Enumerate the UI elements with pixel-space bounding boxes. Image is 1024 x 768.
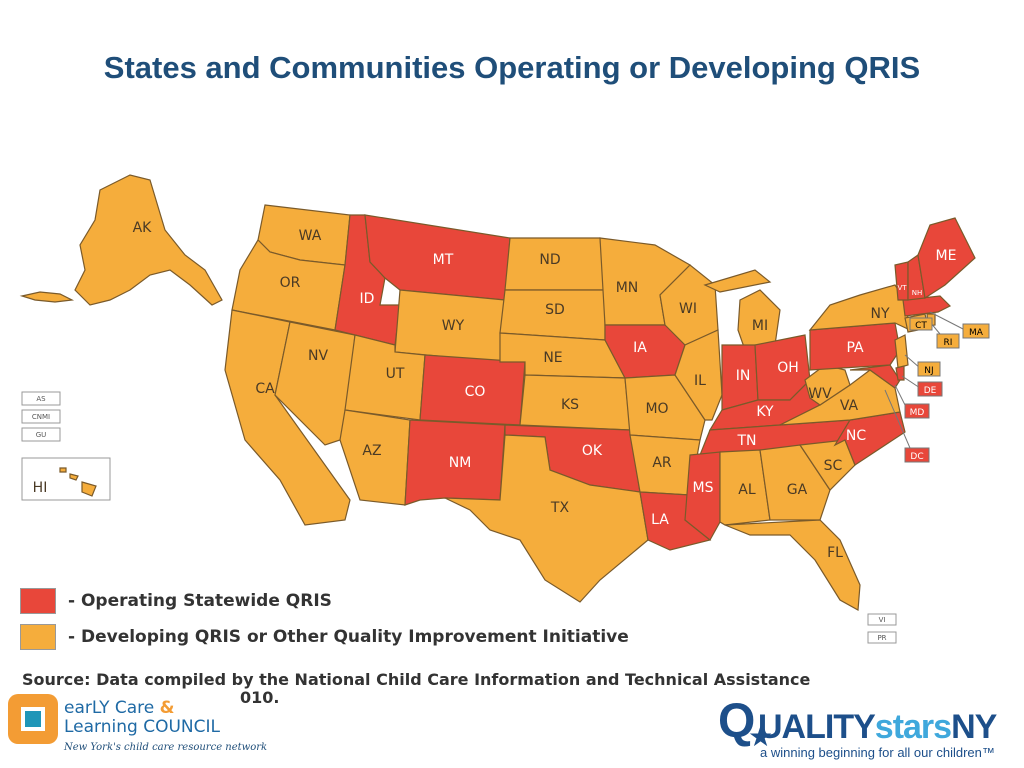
qualitystars-ny-logo: Q ★ UALITYstarsNY a winning beginning fo… xyxy=(718,695,1018,760)
label-ne: NE xyxy=(543,350,562,366)
label-wv: WV xyxy=(808,386,832,402)
legend-label-operating: - Operating Statewide QRIS xyxy=(68,591,332,611)
legend-operating: - Operating Statewide QRIS xyxy=(20,588,332,614)
label-fl: FL xyxy=(827,545,843,561)
label-pr: PR xyxy=(877,634,886,642)
label-az: AZ xyxy=(362,443,381,459)
label-il: IL xyxy=(694,373,706,389)
label-wy: WY xyxy=(442,318,465,334)
label-nm: NM xyxy=(449,455,472,471)
state-ak xyxy=(74,174,223,306)
label-al: AL xyxy=(738,482,756,498)
state-de xyxy=(895,365,905,381)
label-va: VA xyxy=(840,398,859,414)
label-ma: MA xyxy=(969,328,984,338)
state-az xyxy=(339,409,411,506)
page-title: States and Communities Operating or Deve… xyxy=(103,50,921,85)
label-pa: PA xyxy=(846,340,864,356)
label-md: MD xyxy=(910,408,925,418)
northeast-callouts: MA RI CT NJ DE MD DC xyxy=(884,311,990,463)
label-tx: TX xyxy=(550,500,570,516)
elc-logo-icon xyxy=(8,694,58,744)
label-in: IN xyxy=(736,368,751,384)
state-me xyxy=(917,217,976,300)
legend-developing: - Developing QRIS or Other Quality Impro… xyxy=(20,624,629,650)
state-fl xyxy=(724,519,861,611)
label-vi: VI xyxy=(879,616,886,624)
label-de: DE xyxy=(924,386,937,396)
label-tn: TN xyxy=(736,433,756,449)
state-ny xyxy=(808,284,911,332)
state-ak-islands xyxy=(19,291,75,303)
state-va xyxy=(779,369,901,426)
us-qris-map: AK HI WA OR CA NV ID MT WY UT AZ CO NM N… xyxy=(19,174,990,644)
state-il xyxy=(674,329,723,421)
label-ny: NY xyxy=(870,306,889,322)
label-oh: OH xyxy=(777,360,799,376)
label-mo: MO xyxy=(645,401,668,417)
elc-name-line2: Learning COUNCIL xyxy=(64,717,220,737)
qs-wordmark: UALITYstarsNY xyxy=(758,708,997,746)
label-id: ID xyxy=(360,291,375,307)
label-cnmi: CNMI xyxy=(32,413,50,421)
label-sd: SD xyxy=(545,302,565,318)
source-note: Source: Data compiled by the National Ch… xyxy=(22,671,982,707)
label-ca: CA xyxy=(255,381,275,397)
early-care-learning-council-logo: earLY Care & Learning COUNCIL New York's… xyxy=(6,692,267,762)
label-or: OR xyxy=(280,275,301,291)
elc-name-line1: earLY Care & xyxy=(64,698,175,718)
label-nd: ND xyxy=(539,252,560,268)
state-al xyxy=(719,449,771,526)
state-hi xyxy=(59,467,97,497)
source-line-2: 010. xyxy=(240,688,280,707)
label-mn: MN xyxy=(616,280,639,296)
label-mt: MT xyxy=(433,252,454,268)
qs-q-letter: Q xyxy=(718,695,756,748)
label-hi: HI xyxy=(33,480,48,496)
legend-swatch-developing xyxy=(20,624,56,650)
label-la: LA xyxy=(651,512,669,528)
label-sc: SC xyxy=(824,458,843,474)
label-ks: KS xyxy=(561,397,579,413)
star-icon: ★ xyxy=(748,721,774,752)
label-ms: MS xyxy=(693,480,714,496)
label-ky: KY xyxy=(756,404,774,420)
state-ms xyxy=(684,451,721,541)
label-as: AS xyxy=(36,395,46,403)
label-wi: WI xyxy=(679,301,697,317)
label-nh: NH xyxy=(912,289,923,297)
label-dc: DC xyxy=(910,452,923,462)
source-line-1: Source: Data compiled by the National Ch… xyxy=(22,670,811,689)
qs-tagline: a winning beginning for all our children… xyxy=(760,745,995,760)
territory-boxes xyxy=(21,391,897,644)
label-ut: UT xyxy=(386,366,405,382)
label-mi: MI xyxy=(752,318,768,334)
label-me: ME xyxy=(936,248,957,264)
label-wa: WA xyxy=(299,228,322,244)
label-nc: NC xyxy=(846,428,866,444)
label-ia: IA xyxy=(633,340,647,356)
label-nj: NJ xyxy=(924,366,933,376)
label-ri: RI xyxy=(944,338,953,348)
label-gu: GU xyxy=(36,431,47,439)
state-vt xyxy=(894,261,909,301)
label-ar: AR xyxy=(652,455,672,471)
label-ok: OK xyxy=(582,443,603,459)
legend-label-developing: - Developing QRIS or Other Quality Impro… xyxy=(68,627,629,647)
legend-swatch-operating xyxy=(20,588,56,614)
elc-tagline: New York's child care resource network xyxy=(64,742,268,753)
state-mo xyxy=(624,374,706,441)
label-ga: GA xyxy=(787,482,808,498)
state-tx xyxy=(444,434,649,603)
state-md xyxy=(849,364,901,389)
label-ct: CT xyxy=(915,321,927,331)
state-ma xyxy=(902,295,952,317)
label-ak: AK xyxy=(133,220,153,236)
label-nv: NV xyxy=(308,348,328,364)
label-vt: VT xyxy=(897,284,907,292)
label-co: CO xyxy=(465,384,486,400)
state-nj xyxy=(894,334,909,369)
